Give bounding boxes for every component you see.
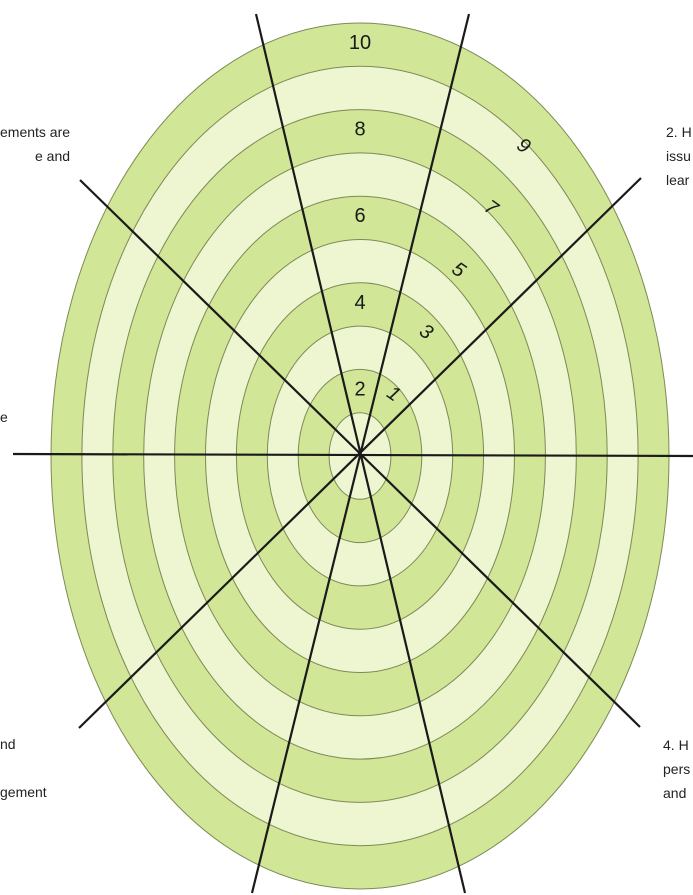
scale-labels-even: 2 4 6 8 10	[349, 32, 371, 400]
category-label-line: e	[0, 409, 8, 425]
category-label-line: ements are	[0, 124, 71, 140]
wheel-axes	[12, 13, 693, 894]
category-label-line: pers	[663, 761, 691, 777]
category-label-line: 2. H	[666, 124, 692, 140]
scale-label: 10	[349, 32, 371, 54]
category-label-line: lear	[666, 172, 690, 188]
category-label-bottom-right: 4. H pers and	[663, 733, 690, 805]
category-label-line: gement	[0, 784, 47, 800]
category-label-line: 4. H	[663, 737, 689, 753]
category-label-line: e and	[35, 148, 71, 164]
scale-label: 6	[354, 205, 365, 227]
category-label-line: nd	[0, 736, 16, 752]
category-label-top-right: 2. H issu lear	[666, 120, 692, 192]
scale-label: 2	[354, 378, 365, 400]
category-label-line: issu	[666, 148, 691, 164]
scale-label: 4	[354, 292, 365, 314]
category-label-line: and	[663, 785, 687, 801]
category-label-bottom-left: nd gement	[0, 732, 47, 804]
category-label-top-left: ements are e and	[0, 120, 70, 168]
wheel-axis-line	[78, 177, 642, 729]
wheel-axis-line	[12, 452, 693, 458]
category-label-mid-left: e	[0, 405, 8, 429]
category-label-line	[0, 756, 47, 780]
scale-label: 8	[354, 119, 365, 141]
